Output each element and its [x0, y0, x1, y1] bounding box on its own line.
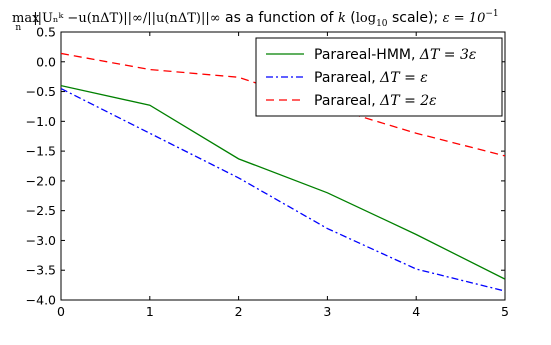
x-tick-label: 5	[501, 304, 509, 319]
legend-label-text: Parareal,	[314, 70, 380, 86]
y-tick-label: −3.5	[26, 263, 56, 278]
title-scale-close: scale);	[388, 10, 443, 26]
legend-label-text: Parareal-HMM,	[314, 47, 420, 63]
x-tick-label: 2	[235, 304, 243, 319]
plot-axes	[60, 31, 506, 301]
legend-label-math: ΔT = 3ε	[419, 47, 477, 63]
x-tick-label: 4	[412, 304, 420, 319]
x-tick-label: 1	[146, 304, 154, 319]
series-line-1	[61, 87, 505, 292]
y-tick-label: −4.0	[26, 293, 56, 308]
legend-label-0: Parareal-HMM, ΔT = 3ε	[314, 47, 476, 63]
axis-ticks: 0 1 2 3 4 5 0.5 0.0 −0.5 −1.0 −1.5 −2.0 −2.5 −3.0 −3.5…	[26, 25, 509, 320]
y-tick-label: −1.5	[26, 144, 56, 159]
y-tick-label: 0.5	[36, 25, 56, 40]
title-prefix-sub: n	[15, 23, 21, 33]
x-tick-label: 0	[57, 304, 65, 319]
legend-label-1: Parareal, ΔT = ε	[314, 70, 428, 86]
legend-label-math: ΔT = ε	[379, 70, 428, 86]
chart-title: max n ||Uₙᵏ −u(nΔT)||∞/||u(nΔT)||∞ as a fu…	[12, 9, 499, 33]
y-tick-label: −0.5	[26, 84, 56, 99]
title-scale-open: (	[346, 10, 356, 26]
series-line-0	[61, 84, 505, 280]
legend-label-text: Parareal,	[314, 93, 380, 109]
title-formula: ||Uₙᵏ −u(nΔT)||∞/||u(nΔT)||∞	[33, 11, 220, 26]
title-text: as a function of	[221, 10, 338, 26]
y-tick-label: −2.5	[26, 203, 56, 218]
title-eps: ε = 10	[443, 11, 486, 26]
y-tick-label: 0.0	[36, 54, 56, 69]
y-tick-label: −1.0	[26, 114, 56, 129]
x-tick-label: 3	[323, 304, 331, 319]
legend-label-2: Parareal, ΔT = 2ε	[314, 93, 437, 109]
title-log-sub: 10	[376, 19, 388, 29]
y-tick-label: −2.0	[26, 173, 56, 188]
title-k: k	[338, 11, 346, 26]
title-log: log	[356, 11, 376, 26]
legend-label-math: ΔT = 2ε	[379, 93, 437, 109]
title-prefix: max	[12, 11, 40, 26]
plot-frame	[60, 31, 506, 301]
y-tick-label: −3.0	[26, 233, 56, 248]
title-eps-sup: −1	[485, 9, 498, 19]
